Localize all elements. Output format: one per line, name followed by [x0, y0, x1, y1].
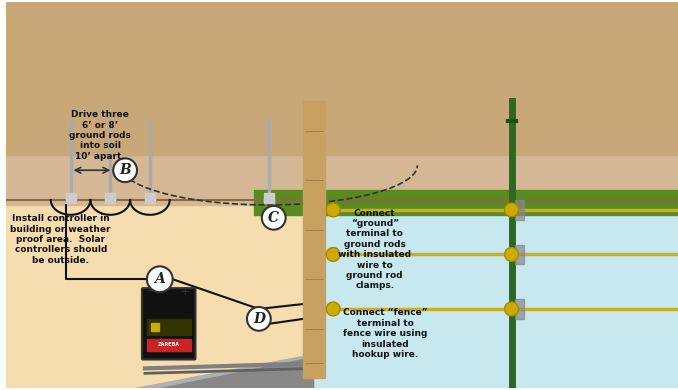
Text: C: C [268, 211, 279, 225]
Bar [515, 245, 524, 264]
Circle shape [113, 158, 137, 182]
Bar [105, 193, 115, 203]
Text: Connect “fence”
terminal to
fence wire using
insulated
hookup wire.: Connect “fence” terminal to fence wire u… [343, 308, 428, 359]
Bar [6, 151, 678, 205]
Text: ─: ─ [148, 285, 154, 295]
Circle shape [504, 248, 519, 261]
Text: Install controller in
building or weather
proof area.  Solar
controllers should
: Install controller in building or weathe… [10, 214, 111, 265]
Circle shape [326, 248, 340, 261]
Bar [145, 193, 155, 203]
Text: A: A [155, 272, 165, 286]
FancyBboxPatch shape [142, 288, 195, 360]
Bar [264, 193, 274, 203]
Circle shape [504, 302, 519, 316]
Polygon shape [160, 356, 313, 388]
Bar [147, 319, 191, 335]
Bar [66, 193, 75, 203]
Circle shape [262, 206, 285, 230]
Bar [151, 323, 159, 331]
Bar [147, 339, 191, 351]
Bar [304, 101, 325, 378]
Bar [515, 299, 524, 319]
Circle shape [247, 307, 271, 331]
Circle shape [326, 203, 340, 217]
Bar [6, 2, 678, 155]
Text: B: B [119, 163, 131, 177]
Bar [6, 151, 313, 388]
Circle shape [504, 203, 519, 217]
Bar [254, 190, 678, 215]
Bar [515, 200, 524, 220]
Text: D: D [253, 312, 265, 326]
Polygon shape [135, 354, 313, 388]
Circle shape [147, 266, 173, 292]
Text: ZAREBA: ZAREBA [158, 342, 180, 347]
Text: Drive three
6’ or 8’
ground rods
into soil
10’ apart.: Drive three 6’ or 8’ ground rods into so… [69, 110, 132, 161]
Bar [6, 200, 678, 388]
Circle shape [326, 302, 340, 316]
Text: +: + [179, 285, 190, 298]
Text: Connect
“ground”
terminal to
ground rods
with insulated
wire to
ground rod
clamp: Connect “ground” terminal to ground rods… [338, 209, 412, 291]
